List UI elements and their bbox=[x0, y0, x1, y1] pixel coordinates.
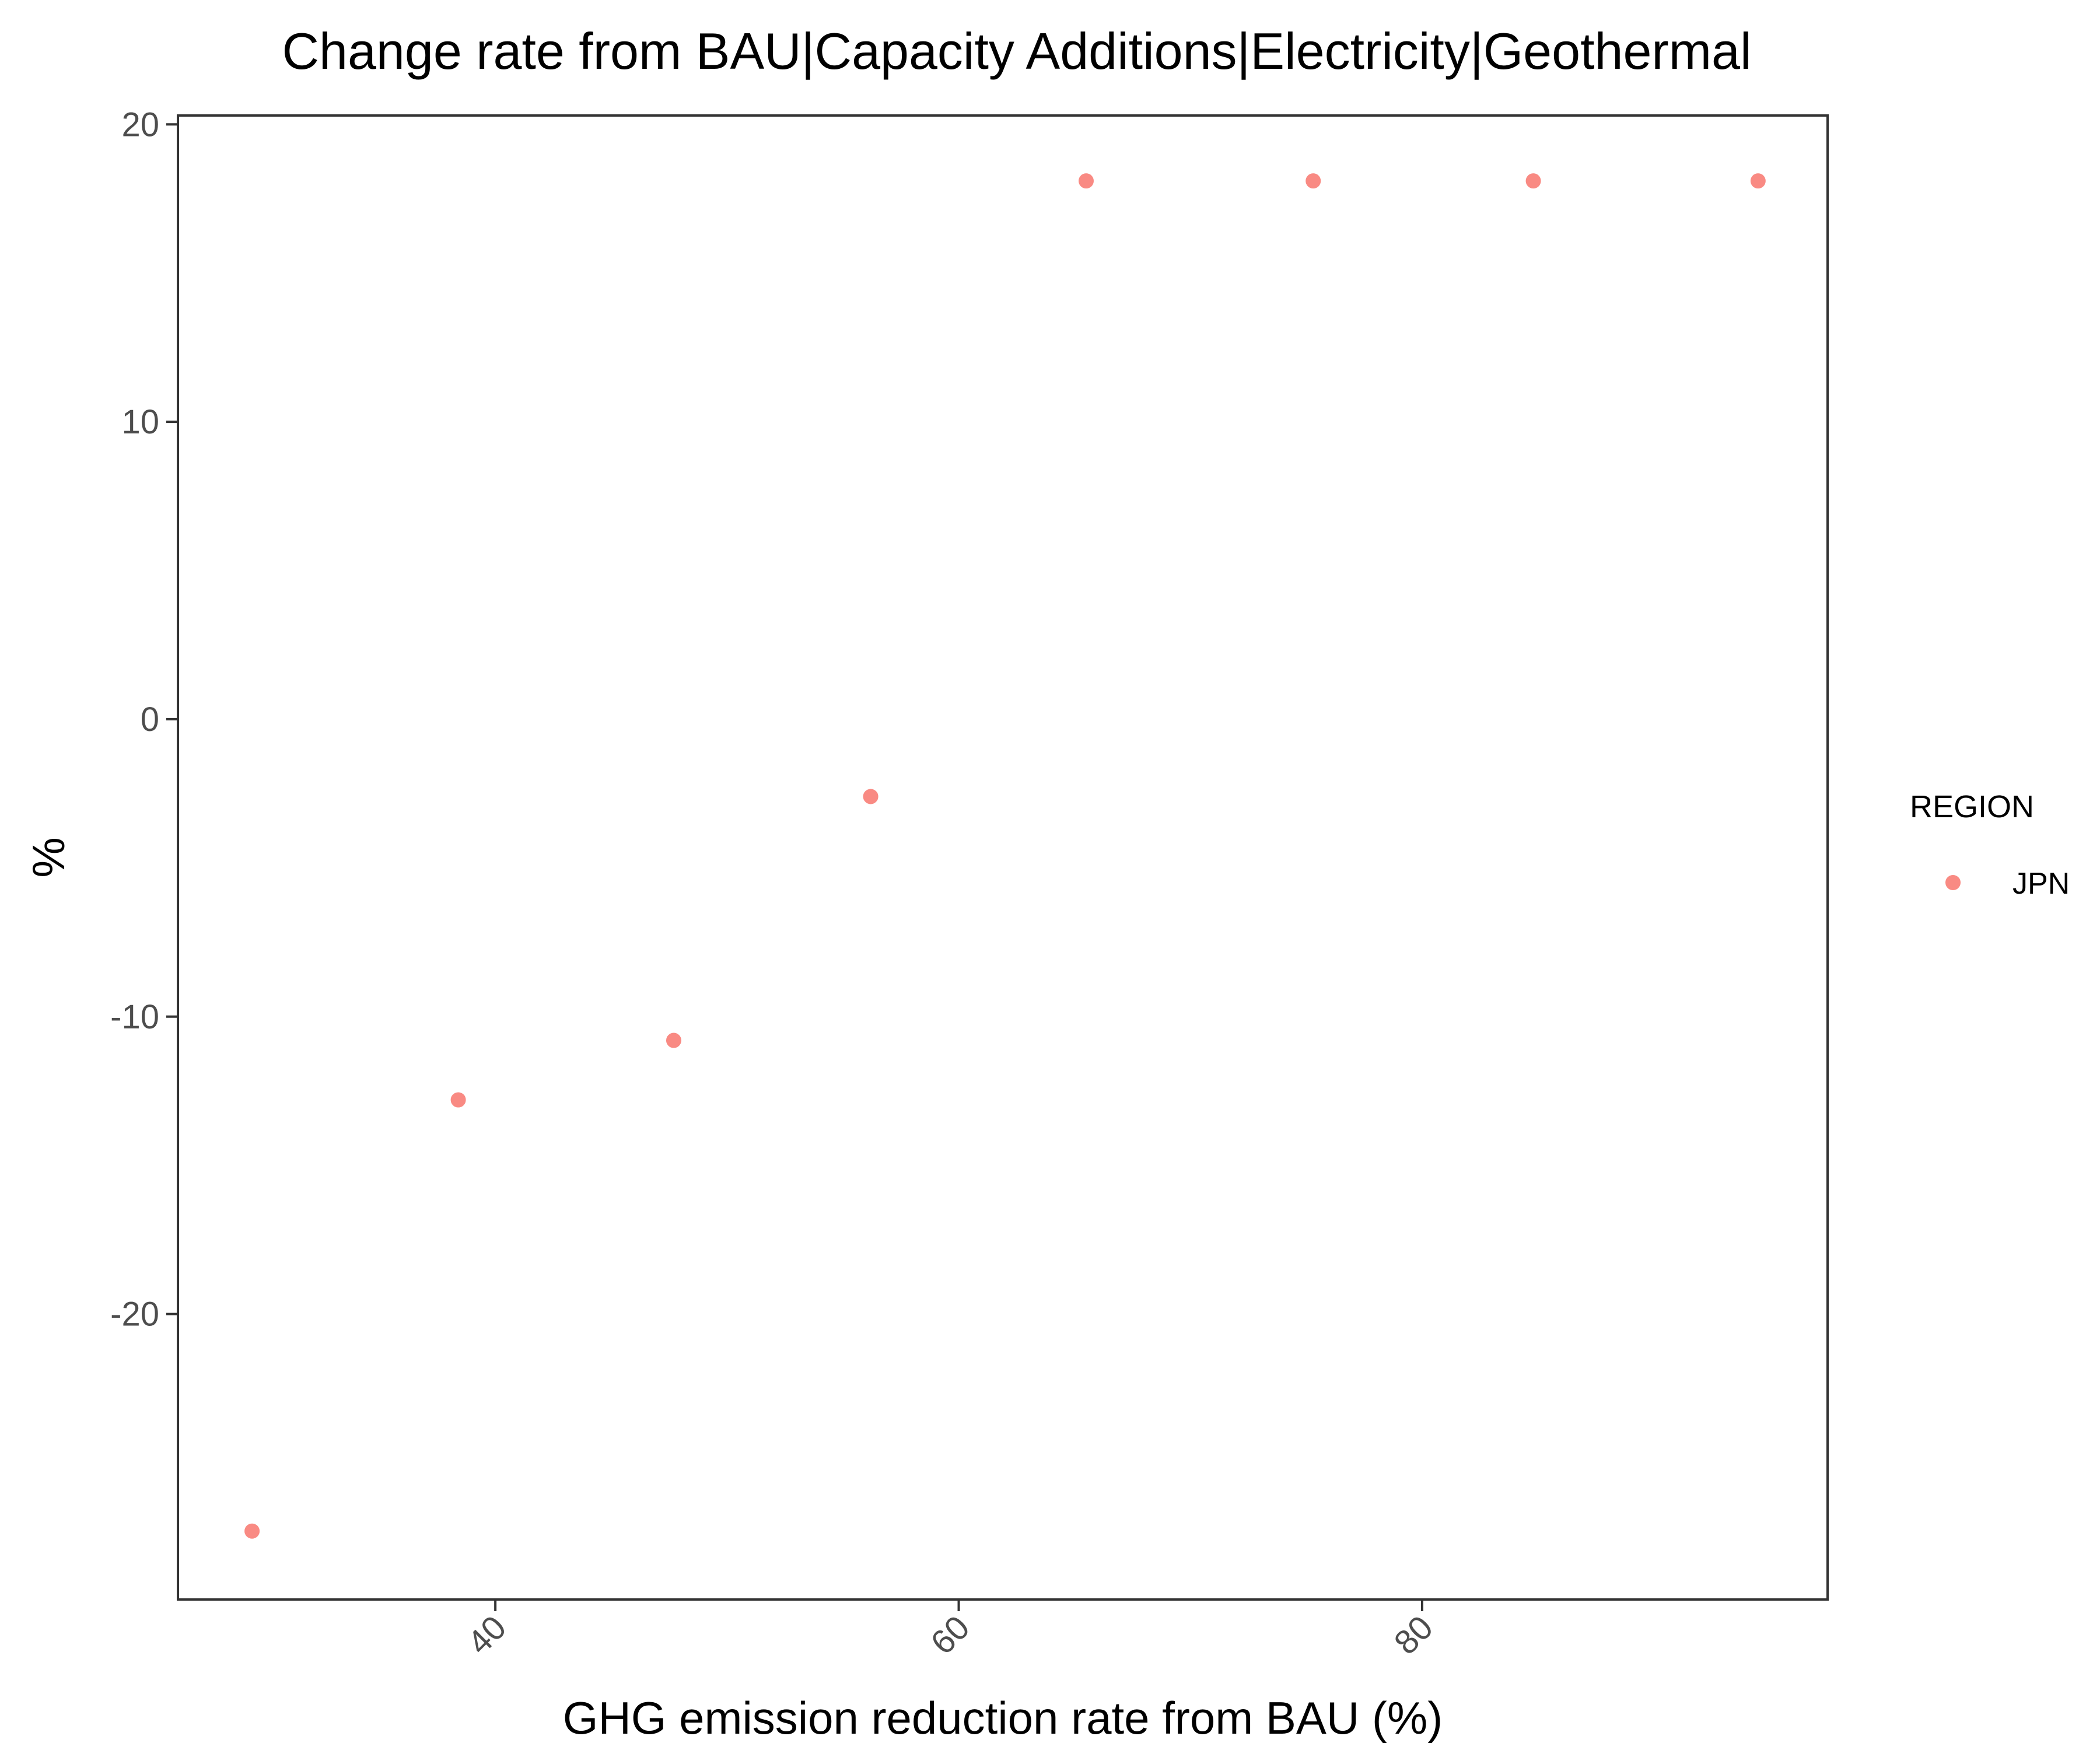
legend-title: REGION bbox=[1910, 789, 2034, 824]
plot-panel bbox=[177, 114, 1829, 1601]
x-axis-label: GHG emission reduction rate from BAU (%) bbox=[563, 1692, 1443, 1744]
chart-title: Change rate from BAU|Capacity Additions|… bbox=[282, 22, 1752, 80]
legend-key bbox=[1943, 873, 1963, 892]
y-axis-label: % bbox=[23, 837, 74, 877]
legend-label: JPN bbox=[2013, 867, 2070, 901]
data-point bbox=[1748, 171, 1768, 191]
points-layer bbox=[242, 171, 1768, 1541]
data-point bbox=[860, 786, 881, 807]
y-tick-label: 10 bbox=[121, 403, 159, 441]
legend-entries: JPN bbox=[1943, 867, 2070, 901]
y-tick-label: 0 bbox=[141, 701, 159, 738]
y-tick-label: 20 bbox=[121, 106, 159, 144]
y-axis: -20 -10 0 10 20 bbox=[110, 106, 178, 1334]
data-point bbox=[663, 1030, 684, 1051]
data-point bbox=[1076, 171, 1096, 191]
data-point bbox=[448, 1090, 468, 1110]
y-tick-label: -10 bbox=[110, 998, 159, 1036]
data-point bbox=[1523, 171, 1544, 191]
data-point bbox=[242, 1521, 262, 1541]
data-point bbox=[1303, 171, 1324, 191]
y-tick-label: -20 bbox=[110, 1296, 159, 1334]
legend: REGION JPN bbox=[1910, 789, 2070, 901]
